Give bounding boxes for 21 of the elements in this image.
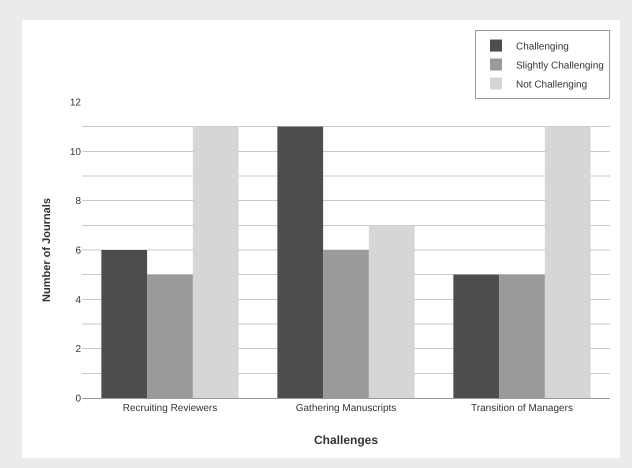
bar [368, 225, 415, 398]
legend-label: Not Challenging [516, 79, 588, 90]
y-tick-label: 4 [75, 294, 82, 306]
x-tick-label: Transition of Managers [471, 403, 573, 414]
x-axis-title: Challenges [314, 433, 378, 447]
bar [277, 126, 324, 398]
bar [192, 126, 239, 398]
x-tick-label: Recruiting Reviewers [122, 403, 218, 414]
y-tick-label: 6 [75, 246, 82, 256]
y-tick-label: 0 [75, 394, 82, 404]
y-axis-title: Number of Journals [41, 198, 53, 302]
bar [101, 250, 148, 398]
y-tick-label: 2 [75, 344, 82, 356]
legend-label: Slightly Challenging [516, 60, 604, 72]
y-tick-label: 10 [70, 146, 82, 158]
y-tick-label: 12 [70, 98, 82, 108]
y-tick-label: 8 [75, 196, 82, 208]
legend-label: Challenging [516, 41, 569, 52]
bar [453, 274, 500, 398]
bar [544, 126, 591, 398]
x-tick-label: Gathering Manuscripts [296, 403, 396, 414]
